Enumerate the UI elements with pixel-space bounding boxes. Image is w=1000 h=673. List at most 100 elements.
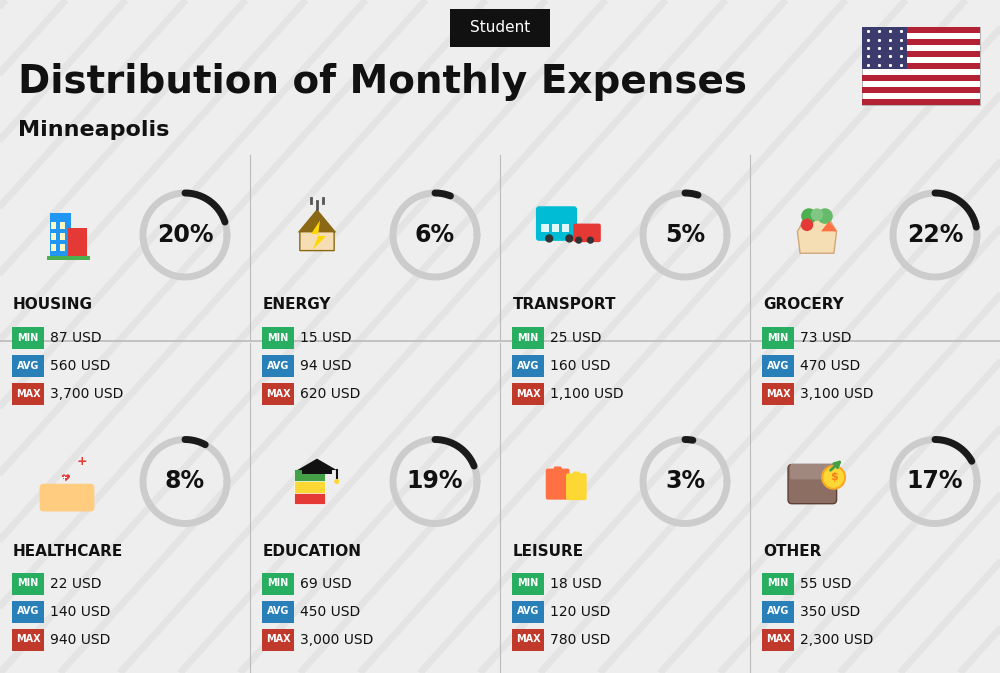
Text: 560 USD: 560 USD xyxy=(50,359,110,373)
FancyBboxPatch shape xyxy=(512,355,544,377)
Text: AVG: AVG xyxy=(517,606,539,616)
Text: 18 USD: 18 USD xyxy=(550,577,602,590)
Text: 15 USD: 15 USD xyxy=(300,331,352,345)
Text: 19%: 19% xyxy=(407,470,463,493)
Text: OTHER: OTHER xyxy=(763,544,821,559)
Bar xyxy=(552,224,559,232)
Text: MAX: MAX xyxy=(266,635,290,645)
Text: AVG: AVG xyxy=(767,361,789,371)
Text: $: $ xyxy=(830,472,838,483)
Text: 3,100 USD: 3,100 USD xyxy=(800,387,874,401)
Text: EDUCATION: EDUCATION xyxy=(263,544,362,559)
Text: 22 USD: 22 USD xyxy=(50,577,102,590)
Bar xyxy=(302,469,332,474)
FancyBboxPatch shape xyxy=(762,383,794,405)
Bar xyxy=(541,224,549,232)
Polygon shape xyxy=(297,458,337,470)
Polygon shape xyxy=(311,221,326,250)
Bar xyxy=(862,75,980,81)
FancyBboxPatch shape xyxy=(262,629,294,651)
Text: 780 USD: 780 USD xyxy=(550,633,610,647)
Bar xyxy=(47,256,90,260)
Text: MAX: MAX xyxy=(766,389,790,399)
Circle shape xyxy=(801,208,817,224)
FancyBboxPatch shape xyxy=(762,573,794,594)
Bar xyxy=(62,477,67,479)
FancyBboxPatch shape xyxy=(790,464,835,479)
Text: 6%: 6% xyxy=(415,223,455,247)
FancyBboxPatch shape xyxy=(512,629,544,651)
Bar xyxy=(60,244,65,251)
Text: MAX: MAX xyxy=(266,389,290,399)
Polygon shape xyxy=(821,221,837,232)
Text: MIN: MIN xyxy=(17,579,39,588)
Bar xyxy=(862,27,907,69)
FancyBboxPatch shape xyxy=(294,492,325,504)
Text: MAX: MAX xyxy=(516,635,540,645)
Text: MIN: MIN xyxy=(267,333,289,343)
Text: 22%: 22% xyxy=(907,223,963,247)
Text: MAX: MAX xyxy=(16,389,40,399)
Text: 140 USD: 140 USD xyxy=(50,604,110,618)
Bar xyxy=(64,476,65,481)
FancyBboxPatch shape xyxy=(546,468,570,499)
Text: HOUSING: HOUSING xyxy=(13,297,93,312)
Bar xyxy=(51,234,56,240)
Text: AVG: AVG xyxy=(17,606,39,616)
Text: 450 USD: 450 USD xyxy=(300,604,360,618)
FancyBboxPatch shape xyxy=(262,600,294,623)
FancyBboxPatch shape xyxy=(762,355,794,377)
FancyBboxPatch shape xyxy=(788,464,837,503)
Text: MIN: MIN xyxy=(17,333,39,343)
FancyBboxPatch shape xyxy=(512,573,544,594)
Text: 20%: 20% xyxy=(157,223,213,247)
Text: AVG: AVG xyxy=(517,361,539,371)
FancyBboxPatch shape xyxy=(40,484,94,511)
Text: 5%: 5% xyxy=(665,223,705,247)
Text: +: + xyxy=(76,455,87,468)
Text: MIN: MIN xyxy=(267,579,289,588)
FancyBboxPatch shape xyxy=(566,473,587,500)
Text: AVG: AVG xyxy=(267,606,289,616)
Text: 17%: 17% xyxy=(907,470,963,493)
Circle shape xyxy=(334,479,339,484)
Text: AVG: AVG xyxy=(17,361,39,371)
FancyBboxPatch shape xyxy=(512,383,544,405)
Polygon shape xyxy=(298,209,336,232)
Text: AVG: AVG xyxy=(267,361,289,371)
Text: MAX: MAX xyxy=(16,635,40,645)
Text: HEALTHCARE: HEALTHCARE xyxy=(13,544,123,559)
Text: 1,100 USD: 1,100 USD xyxy=(550,387,624,401)
Text: 2,300 USD: 2,300 USD xyxy=(800,633,873,647)
Text: 94 USD: 94 USD xyxy=(300,359,352,373)
Circle shape xyxy=(822,466,845,489)
Bar xyxy=(862,87,980,93)
Bar xyxy=(862,39,980,45)
FancyBboxPatch shape xyxy=(12,327,44,349)
Text: 3%: 3% xyxy=(665,470,705,493)
Text: LEISURE: LEISURE xyxy=(513,544,584,559)
Polygon shape xyxy=(797,219,837,253)
Text: 69 USD: 69 USD xyxy=(300,577,352,590)
Text: 120 USD: 120 USD xyxy=(550,604,610,618)
Text: MAX: MAX xyxy=(516,389,540,399)
Text: MAX: MAX xyxy=(766,635,790,645)
FancyBboxPatch shape xyxy=(762,327,794,349)
Text: 620 USD: 620 USD xyxy=(300,387,360,401)
Bar xyxy=(51,222,56,229)
Text: Distribution of Monthly Expenses: Distribution of Monthly Expenses xyxy=(18,63,747,101)
Bar xyxy=(60,222,65,229)
FancyBboxPatch shape xyxy=(294,469,325,481)
Text: 73 USD: 73 USD xyxy=(800,331,852,345)
Bar xyxy=(51,244,56,251)
FancyBboxPatch shape xyxy=(512,600,544,623)
Polygon shape xyxy=(300,213,334,250)
Text: 3,000 USD: 3,000 USD xyxy=(300,633,373,647)
Text: 350 USD: 350 USD xyxy=(800,604,860,618)
Bar xyxy=(862,99,980,105)
Circle shape xyxy=(545,234,553,242)
FancyBboxPatch shape xyxy=(294,481,325,493)
FancyBboxPatch shape xyxy=(12,573,44,594)
FancyBboxPatch shape xyxy=(262,355,294,377)
Circle shape xyxy=(565,234,573,242)
